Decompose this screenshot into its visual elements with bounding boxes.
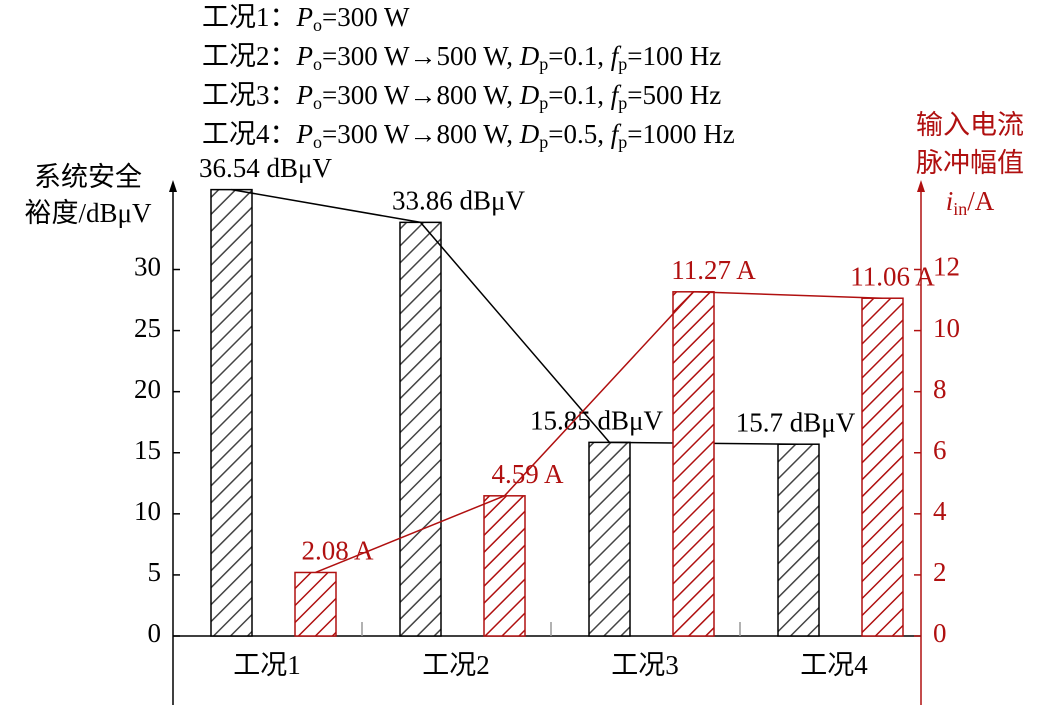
y2-axis-arrow bbox=[917, 180, 925, 192]
y-axis-title: 裕度/dBμV bbox=[25, 198, 152, 228]
bar bbox=[210, 188, 253, 637]
x-tick-label: 工况4 bbox=[800, 650, 868, 680]
y-tick-label: 15 bbox=[134, 435, 161, 465]
value-label: 15.85 dBμV bbox=[530, 406, 663, 436]
x-tick-label: 工况3 bbox=[611, 650, 679, 680]
value-label: 33.86 dBμV bbox=[392, 186, 525, 216]
y-tick-label: 10 bbox=[134, 496, 161, 526]
y2-tick-label: 12 bbox=[933, 252, 960, 282]
y-tick-label: 30 bbox=[134, 252, 161, 282]
y-tick-label: 5 bbox=[148, 557, 162, 587]
value-label: 15.7 dBμV bbox=[736, 407, 856, 437]
y2-tick-label: 8 bbox=[933, 374, 947, 404]
annotation: 工况3：Po​=300 W→800 W, Dp​=0.1, fp​=500 Hz bbox=[202, 80, 721, 113]
trend-line bbox=[315, 291, 883, 574]
annotation: 工况2：Po​=300 W→500 W, Dp​=0.1, fp​=100 Hz bbox=[202, 41, 721, 74]
x-tick-label: 工况1 bbox=[233, 650, 301, 680]
y2-axis-title: 脉冲幅值 bbox=[916, 148, 1024, 178]
annotation: 工况4：Po​=300 W→800 W, Dp​=0.5, fp​=1000 H… bbox=[202, 119, 735, 152]
value-label: 2.08 A bbox=[301, 536, 374, 566]
annotation: 工况1：Po​=300 W bbox=[202, 2, 410, 35]
y2-tick-label: 4 bbox=[933, 496, 947, 526]
bar bbox=[294, 571, 337, 637]
y2-tick-label: 0 bbox=[933, 618, 947, 648]
value-label: 4.59 A bbox=[491, 459, 564, 489]
y2-tick-label: 10 bbox=[933, 313, 960, 343]
value-label: 11.27 A bbox=[671, 255, 756, 285]
bar bbox=[588, 441, 631, 637]
y-tick-label: 20 bbox=[134, 374, 161, 404]
y2-axis-title: 输入电流 bbox=[916, 110, 1024, 140]
bar bbox=[672, 291, 715, 637]
value-label: 36.54 dBμV bbox=[199, 153, 332, 183]
bar bbox=[861, 297, 904, 637]
y-axis-arrow bbox=[169, 180, 177, 192]
y-tick-label: 25 bbox=[134, 313, 161, 343]
y2-tick-label: 2 bbox=[933, 557, 947, 587]
y2-axis-title: iin​/A bbox=[946, 186, 995, 219]
y2-tick-label: 6 bbox=[933, 435, 947, 465]
x-tick-label: 工况2 bbox=[422, 650, 490, 680]
bar bbox=[399, 221, 442, 637]
y-axis-title: 系统安全 bbox=[34, 162, 142, 192]
bar bbox=[483, 495, 526, 637]
bar bbox=[777, 443, 820, 637]
value-label: 11.06 A bbox=[850, 261, 935, 291]
y-tick-label: 0 bbox=[148, 618, 162, 648]
